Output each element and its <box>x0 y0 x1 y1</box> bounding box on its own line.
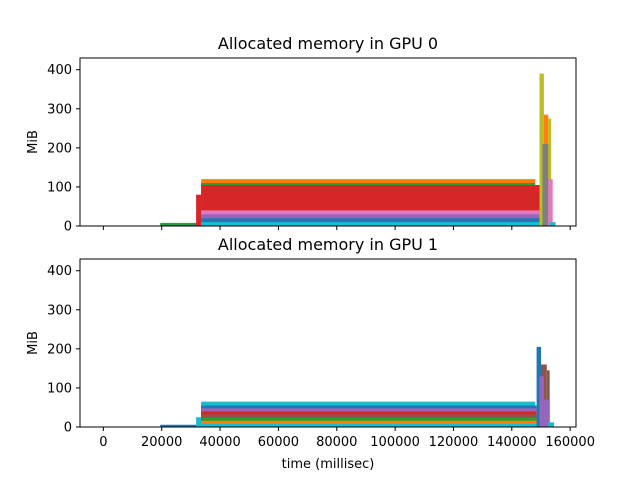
subplot-gpu-1: Allocated memory in GPU 1 MiB 0 100 200 300… <box>26 235 595 472</box>
subplot-gpu-0: Allocated memory in GPU 0 MiB 0 100 200 300… <box>26 34 577 235</box>
memory-segment-1 <box>196 417 202 427</box>
axes-frame-gpu-0 <box>79 57 577 227</box>
y-tick-label: 400 <box>47 63 72 78</box>
memory-segment-13 <box>539 376 544 427</box>
memory-segments-gpu-0 <box>160 73 556 226</box>
x-tick-label: 40000 <box>199 435 240 450</box>
x-tick-label: 100000 <box>370 435 420 450</box>
y-axis-label-gpu-1: MiB <box>26 331 41 355</box>
x-tick-label: 120000 <box>429 435 479 450</box>
x-axis-label: time (millisec) <box>282 457 375 472</box>
axes-frame-gpu-1 <box>79 258 577 428</box>
y-tick-label: 300 <box>47 303 72 318</box>
memory-segment-14 <box>548 179 553 226</box>
y-tick-label: 100 <box>47 180 72 195</box>
x-tick-label: 80000 <box>316 435 357 450</box>
y-ticks-gpu-1: 0 100 200 300 400 <box>47 264 80 436</box>
y-axis-label-gpu-0: MiB <box>26 130 41 154</box>
memory-segment-9 <box>201 222 540 226</box>
x-ticks-gpu-1: 0 20000 40000 60000 80000 100000 120000 140000 1… <box>99 427 595 450</box>
memory-segment-15 <box>549 222 556 226</box>
x-tick-label: 20000 <box>141 435 182 450</box>
x-tick-label: 0 <box>99 435 107 450</box>
memory-segments-gpu-1 <box>160 346 555 427</box>
y-ticks-gpu-0: 0 100 200 300 400 <box>47 63 80 235</box>
y-tick-label: 0 <box>64 220 72 235</box>
x-ticks-gpu-0 <box>102 226 571 230</box>
x-tick-label: 60000 <box>258 435 299 450</box>
y-tick-label: 200 <box>47 342 72 357</box>
x-tick-label: 140000 <box>487 435 537 450</box>
y-tick-label: 200 <box>47 141 72 156</box>
y-tick-label: 100 <box>47 381 72 396</box>
y-tick-label: 0 <box>64 421 72 436</box>
plot-title-gpu-0: Allocated memory in GPU 0 <box>218 34 438 53</box>
plot-title-gpu-1: Allocated memory in GPU 1 <box>218 235 438 254</box>
memory-segment-14 <box>543 399 550 427</box>
y-tick-label: 400 <box>47 264 72 279</box>
memory-segment-9 <box>201 423 537 427</box>
memory-segment-13 <box>542 144 549 226</box>
memory-segment-2 <box>196 194 202 226</box>
y-tick-label: 300 <box>47 102 72 117</box>
memory-segment-0 <box>160 424 197 427</box>
x-tick-label: 160000 <box>545 435 595 450</box>
memory-segment-15 <box>548 422 555 427</box>
